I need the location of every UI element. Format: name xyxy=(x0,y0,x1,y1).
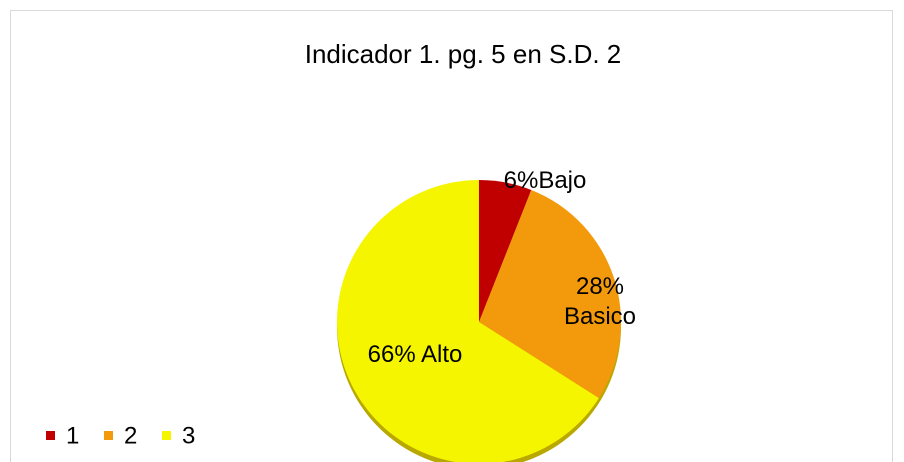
pie-slice xyxy=(479,180,532,322)
legend-label: 2 xyxy=(124,422,137,449)
data-label: 66% Alto xyxy=(367,341,463,368)
legend-swatch xyxy=(162,431,171,440)
data-label: 28% Basico xyxy=(563,273,637,330)
legend-swatch xyxy=(46,431,55,440)
legend-label: 1 xyxy=(66,422,79,449)
pie-slice xyxy=(337,180,599,462)
legend-swatch xyxy=(104,431,113,440)
legend-label: 3 xyxy=(182,422,195,449)
pie-slice xyxy=(479,189,622,399)
data-label: 6%Bajo xyxy=(503,167,587,194)
chart-title: Indicador 1. pg. 5 en S.D. 2 xyxy=(305,39,622,69)
